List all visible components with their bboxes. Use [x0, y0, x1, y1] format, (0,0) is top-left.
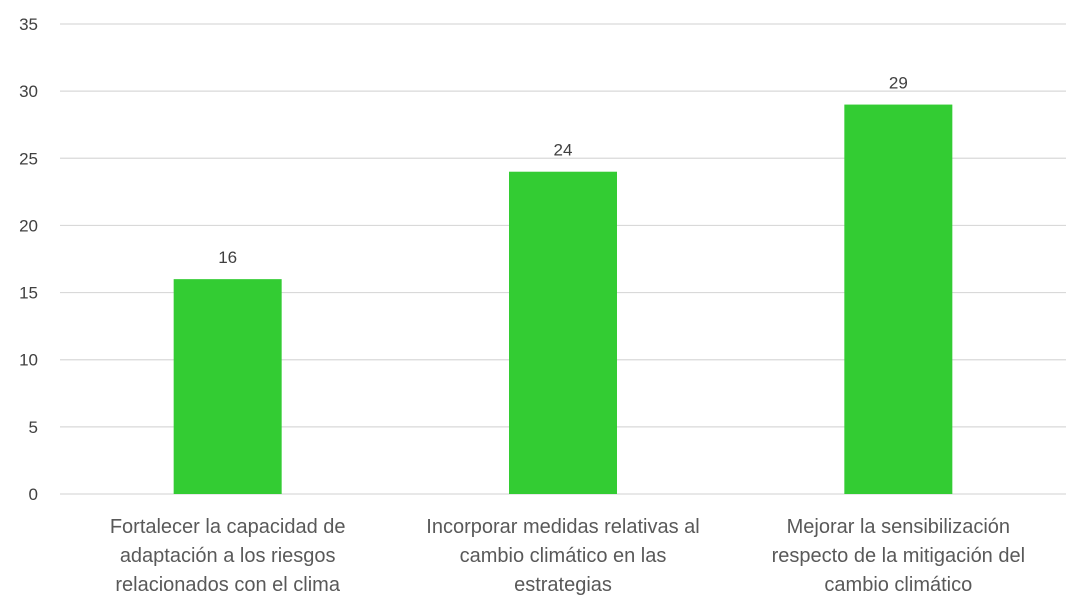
y-tick-label: 30 [19, 82, 38, 101]
y-tick-label: 25 [19, 149, 38, 168]
category-label-3: Mejorar la sensibilización respecto de la… [772, 516, 1025, 596]
bar-2 [509, 171, 617, 494]
bar-1 [173, 279, 282, 494]
y-tick-label: 35 [19, 15, 38, 34]
category-label-line: relacionados con el clima [115, 574, 340, 596]
data-label-1: 16 [218, 248, 237, 267]
category-label-line: cambio climático en las [460, 545, 667, 567]
y-tick-label: 5 [29, 418, 38, 437]
x-axis-category-labels: Fortalecer la capacidad de adaptación a l… [110, 516, 1025, 596]
category-label-line: adaptación a los riesgos [120, 545, 336, 567]
y-tick-label: 15 [19, 284, 38, 303]
data-label-2: 24 [554, 141, 573, 160]
data-labels: 16 24 29 [218, 74, 908, 268]
bars [173, 104, 953, 495]
category-label-line: Mejorar la sensibilización [787, 516, 1010, 538]
category-label-1: Fortalecer la capacidad de adaptación a l… [110, 516, 346, 596]
y-axis-tick-labels: 0 5 10 15 20 25 30 35 [19, 15, 38, 504]
y-tick-label: 0 [29, 485, 38, 504]
data-label-3: 29 [889, 74, 908, 93]
category-label-line: respecto de la mitigación del [772, 545, 1025, 567]
y-tick-label: 10 [19, 351, 38, 370]
y-tick-label: 20 [19, 216, 38, 235]
category-label-line: Incorporar medidas relativas al [426, 516, 699, 538]
category-label-line: Fortalecer la capacidad de [110, 516, 346, 538]
category-label-2: Incorporar medidas relativas al cambio cl… [426, 516, 699, 596]
bar-3 [844, 104, 953, 495]
category-label-line: estrategias [514, 574, 612, 596]
category-label-line: cambio climático [824, 574, 972, 596]
